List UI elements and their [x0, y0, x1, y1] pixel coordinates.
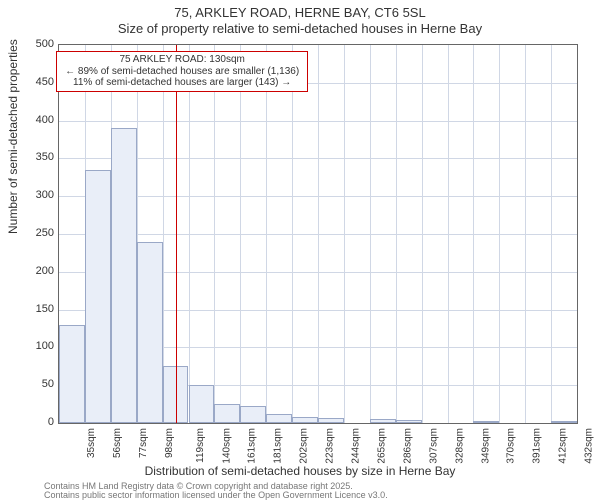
gridline-v — [344, 45, 345, 423]
y-tick-label: 250 — [14, 227, 54, 239]
x-tick-label: 328sqm — [454, 428, 465, 464]
gridline-v — [448, 45, 449, 423]
gridline-v — [214, 45, 215, 423]
x-tick-label: 391sqm — [532, 428, 543, 464]
gridline-v — [189, 45, 190, 423]
histogram-bar — [59, 325, 85, 423]
gridline-v — [318, 45, 319, 423]
gridline-v — [292, 45, 293, 423]
histogram-bar — [292, 417, 318, 423]
y-tick-label: 350 — [14, 151, 54, 163]
histogram-bar — [240, 406, 266, 423]
x-tick-label: 370sqm — [506, 428, 517, 464]
y-tick-label: 500 — [14, 38, 54, 50]
annotation-line: 11% of semi-detached houses are larger (… — [61, 77, 303, 89]
x-tick-label: 140sqm — [221, 428, 232, 464]
histogram-bar — [189, 385, 215, 423]
y-tick-label: 0 — [14, 416, 54, 428]
x-tick-label: 77sqm — [138, 428, 149, 458]
x-tick-label: 119sqm — [194, 428, 205, 463]
footer-attribution: Contains HM Land Registry data © Crown c… — [44, 482, 388, 500]
x-tick-label: 223sqm — [325, 428, 336, 464]
gridline-v — [240, 45, 241, 423]
histogram-bar — [266, 414, 292, 423]
histogram-bar — [473, 421, 499, 423]
x-tick-label: 412sqm — [558, 428, 569, 464]
annotation-line: 75 ARKLEY ROAD: 130sqm — [61, 54, 303, 66]
marker-line — [176, 45, 177, 423]
gridline-v — [499, 45, 500, 423]
x-tick-label: 181sqm — [273, 428, 284, 464]
x-tick-label: 35sqm — [86, 428, 97, 458]
y-tick-label: 150 — [14, 303, 54, 315]
gridline-v — [473, 45, 474, 423]
y-tick-label: 400 — [14, 114, 54, 126]
x-tick-label: 349sqm — [480, 428, 491, 464]
histogram-bar — [551, 421, 577, 423]
y-tick-label: 450 — [14, 76, 54, 88]
gridline-v — [551, 45, 552, 423]
x-axis-label: Distribution of semi-detached houses by … — [0, 464, 600, 478]
footer-line2: Contains public sector information licen… — [44, 491, 388, 500]
x-tick-label: 161sqm — [247, 428, 258, 464]
gridline-v — [266, 45, 267, 423]
histogram-bar — [214, 404, 240, 423]
x-tick-label: 202sqm — [299, 428, 310, 464]
y-tick-label: 300 — [14, 189, 54, 201]
chart-subtitle: Size of property relative to semi-detach… — [0, 21, 600, 40]
histogram-bar — [396, 420, 422, 423]
gridline-v — [370, 45, 371, 423]
chart-container: 75, ARKLEY ROAD, HERNE BAY, CT6 5SL Size… — [0, 0, 600, 500]
histogram-bar — [111, 128, 137, 423]
y-tick-label: 200 — [14, 265, 54, 277]
gridline-v — [396, 45, 397, 423]
x-tick-label: 286sqm — [402, 428, 413, 464]
histogram-bar — [318, 418, 344, 423]
gridline-v — [525, 45, 526, 423]
histogram-bar — [137, 242, 163, 423]
histogram-bar — [370, 419, 396, 423]
chart-title: 75, ARKLEY ROAD, HERNE BAY, CT6 5SL — [0, 0, 600, 21]
x-tick-label: 98sqm — [164, 428, 175, 458]
x-tick-label: 56sqm — [112, 428, 123, 458]
histogram-bar — [85, 170, 111, 423]
x-tick-label: 265sqm — [376, 428, 387, 464]
y-tick-label: 50 — [14, 378, 54, 390]
annotation-box: 75 ARKLEY ROAD: 130sqm← 89% of semi-deta… — [56, 51, 308, 92]
y-axis-label: Number of semi-detached properties — [6, 39, 20, 234]
x-tick-label: 432sqm — [584, 428, 595, 464]
annotation-line: ← 89% of semi-detached houses are smalle… — [61, 66, 303, 78]
gridline-v — [422, 45, 423, 423]
x-tick-label: 307sqm — [428, 428, 439, 464]
y-tick-label: 100 — [14, 340, 54, 352]
plot-area: 75 ARKLEY ROAD: 130sqm← 89% of semi-deta… — [58, 44, 578, 424]
x-tick-label: 244sqm — [351, 428, 362, 464]
